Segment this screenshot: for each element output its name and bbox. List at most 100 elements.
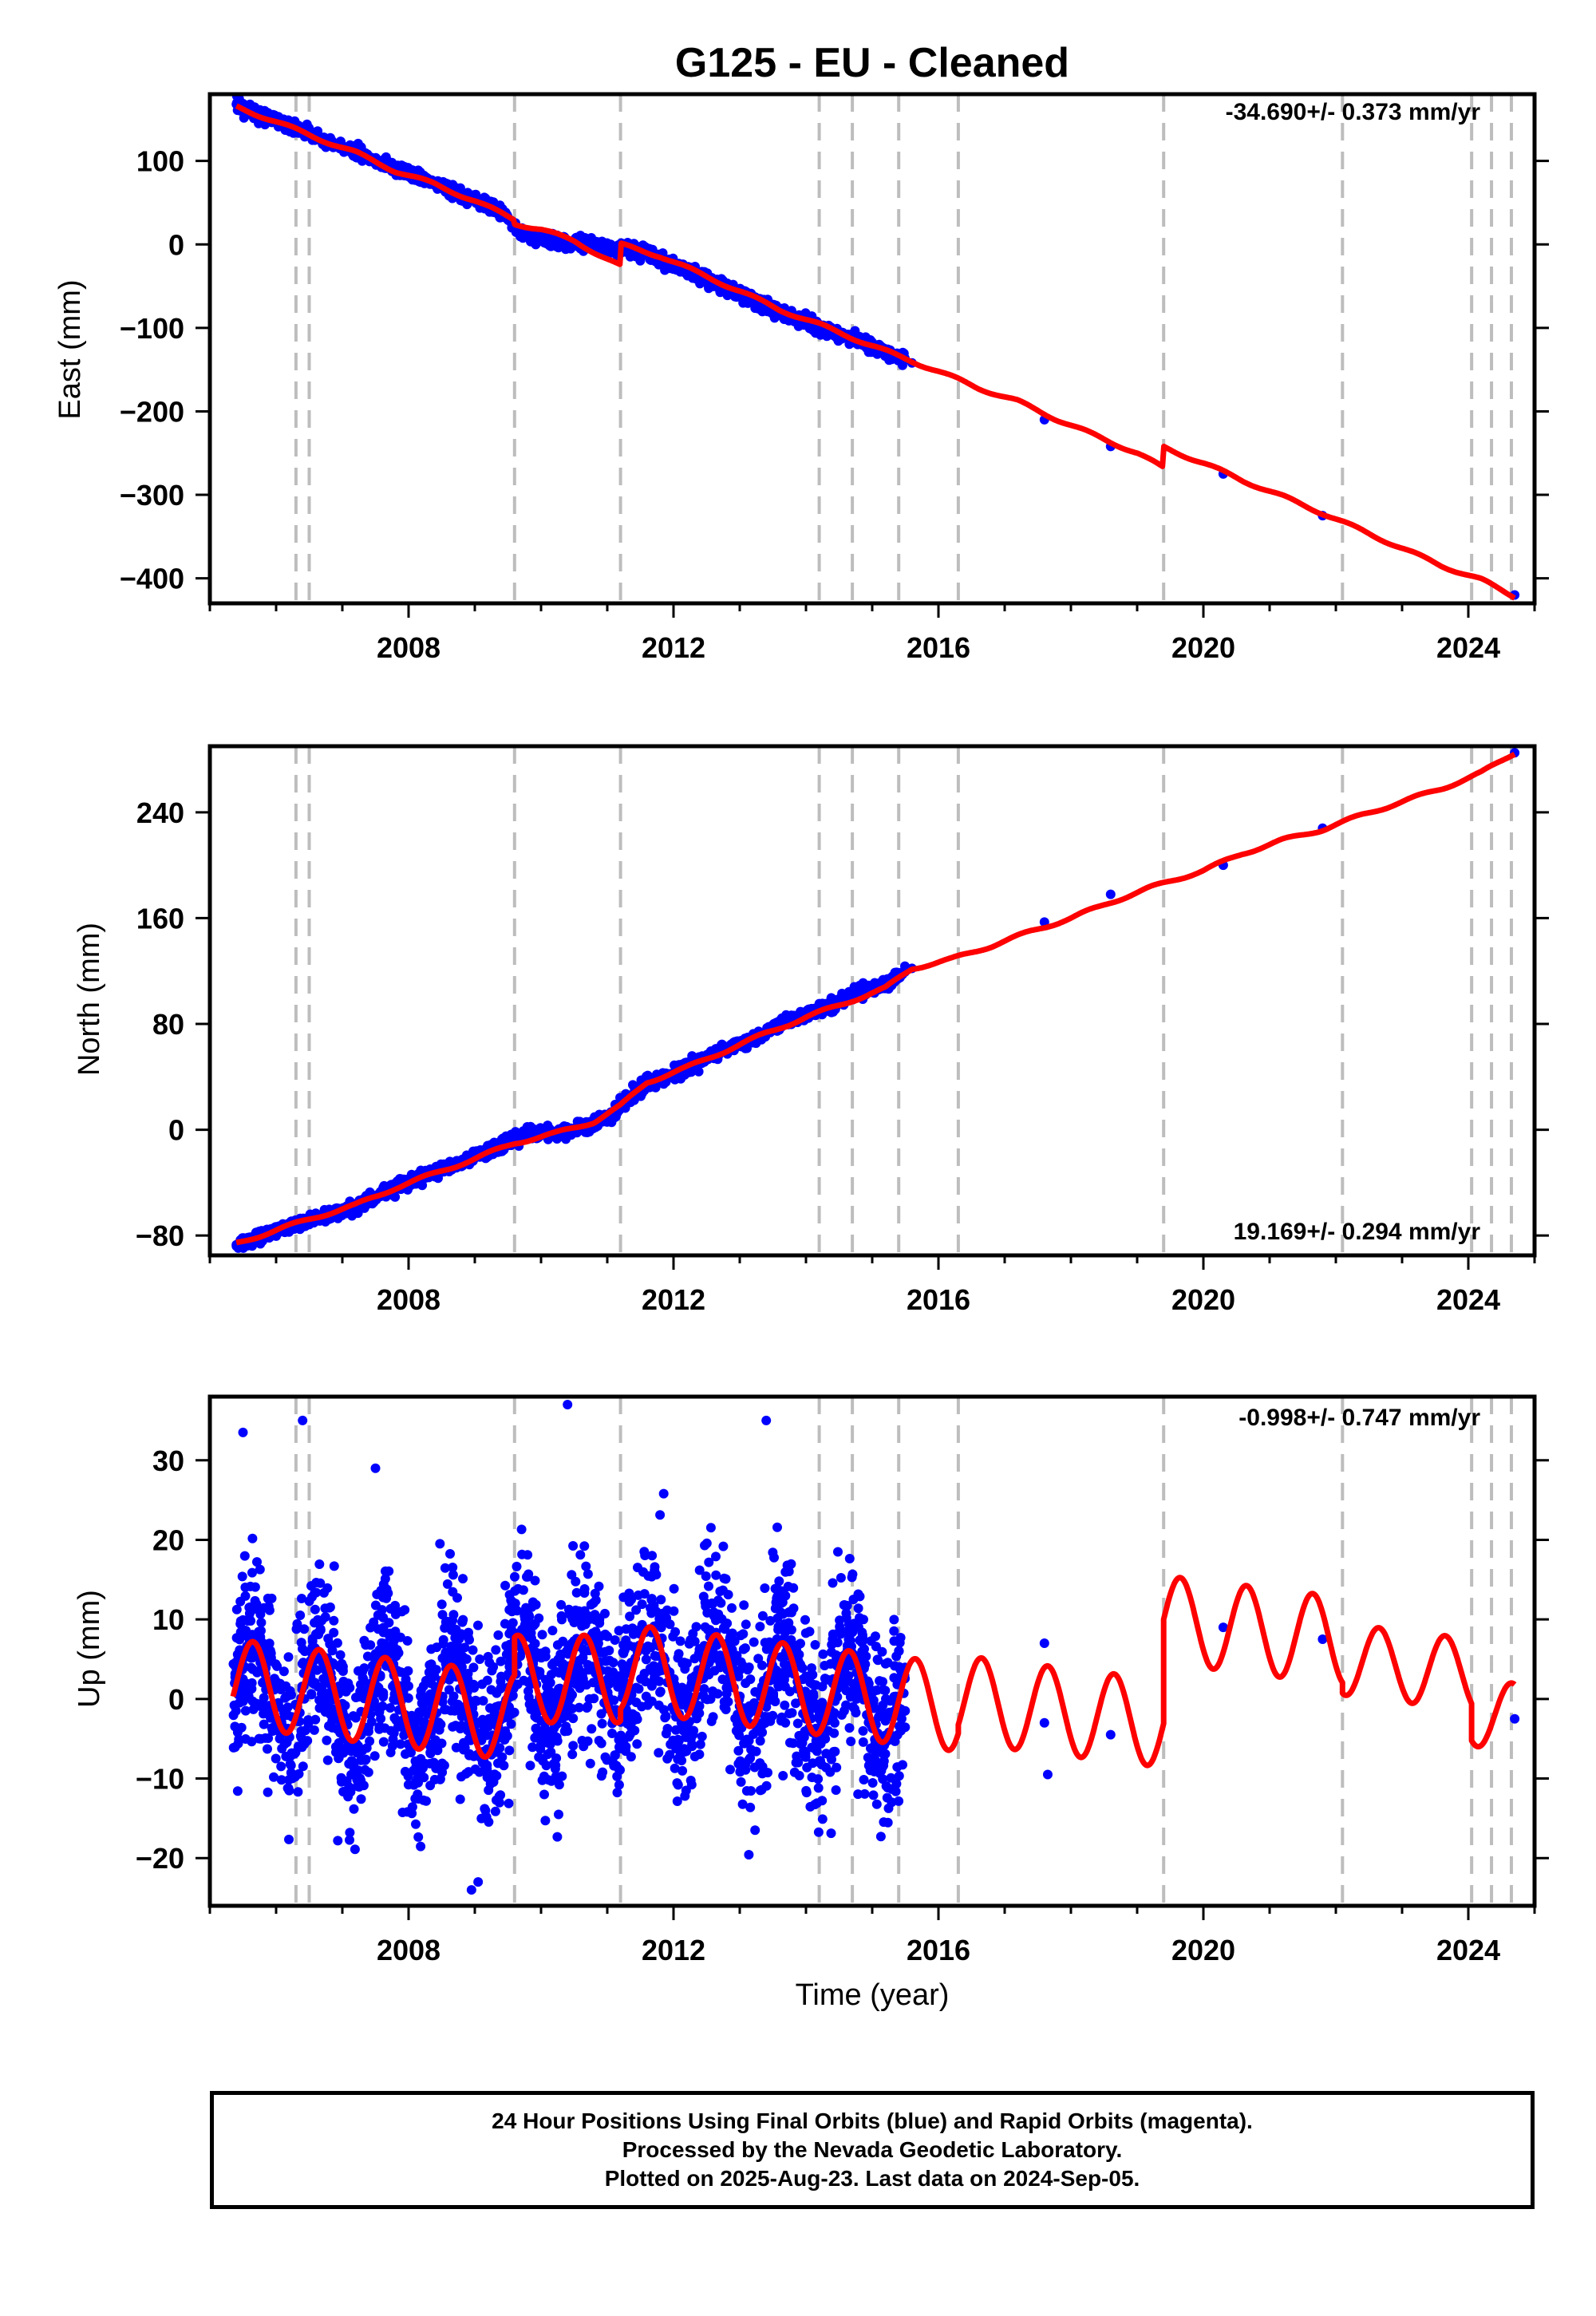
up-observation-point (611, 1761, 622, 1771)
up-observation-point (285, 1686, 295, 1696)
up-observation-point (802, 1762, 812, 1773)
up-observation-point (349, 1804, 359, 1814)
up-observation-point (579, 1588, 590, 1598)
up-observation-point (229, 1700, 239, 1710)
up-observation-point (817, 1814, 828, 1824)
up-observation-point (504, 1745, 515, 1756)
up-observation-point (672, 1796, 682, 1806)
up-observation-point (741, 1678, 751, 1689)
up-observation-point (487, 1666, 497, 1676)
up-observation-point (836, 1573, 846, 1583)
up-observation-point (725, 1765, 735, 1775)
up-observation-point (556, 1599, 567, 1610)
north-observation-point (523, 1127, 533, 1137)
up-observation-point (698, 1690, 709, 1700)
up-observation-point (739, 1600, 749, 1611)
north-observation-point (501, 1131, 512, 1141)
up-observation-point (359, 1663, 369, 1674)
up-observation-point (325, 1639, 335, 1649)
up-observation-point (632, 1739, 642, 1749)
up-observation-point (475, 1654, 485, 1664)
up-observation-point (563, 1726, 573, 1736)
up-observation-point (640, 1551, 650, 1560)
up-observation-point (778, 1771, 788, 1780)
north-plot-area (231, 746, 1520, 1255)
up-observation-point (597, 1718, 607, 1729)
up-observation-point (350, 1844, 360, 1855)
up-observation-point (500, 1735, 510, 1745)
up-observation-point (736, 1777, 746, 1787)
up-observation-point (776, 1712, 787, 1722)
up-observation-point (306, 1690, 317, 1700)
up-observation-point (745, 1753, 756, 1763)
up-observation-point (490, 1806, 500, 1816)
north-observation-point (1105, 889, 1116, 899)
up-observation-point (381, 1584, 392, 1595)
up-observation-point (297, 1594, 306, 1603)
up-observation-point (596, 1771, 606, 1781)
up-observation-point (235, 1616, 246, 1626)
up-observation-point (654, 1748, 664, 1758)
up-observation-point (551, 1753, 562, 1764)
up-observation-point (579, 1541, 590, 1551)
up-observation-point (710, 1653, 721, 1663)
up-observation-point (631, 1605, 642, 1615)
up-observation-point (721, 1574, 731, 1584)
up-observation-point (816, 1705, 827, 1716)
up-observation-point (510, 1586, 520, 1596)
up-observation-point (883, 1783, 893, 1792)
up-observation-point (228, 1659, 239, 1669)
up-observation-point (760, 1638, 770, 1648)
up-observation-point (458, 1574, 468, 1584)
up-observation-point (792, 1718, 803, 1729)
up-observation-point (378, 1737, 389, 1747)
up-observation-point (614, 1780, 624, 1790)
up-observation-point (733, 1745, 744, 1756)
up-observation-point (539, 1789, 549, 1800)
up-observation-point (524, 1699, 535, 1709)
up-observation-point (568, 1741, 579, 1751)
up-observation-point (537, 1630, 547, 1640)
east-rate-label: -34.690+/- 0.373 mm/yr (1226, 99, 1481, 125)
up-observation-point (546, 1747, 556, 1757)
up-observation-point (670, 1763, 680, 1773)
up-observation-point (335, 1650, 346, 1660)
up-observation-point (552, 1832, 563, 1842)
up-observation-point (829, 1728, 839, 1738)
up-observation-point (846, 1737, 856, 1746)
up-observation-point (853, 1589, 863, 1599)
up-observation-point (516, 1524, 527, 1535)
east-observation-point (516, 229, 527, 239)
up-observation-point (889, 1626, 899, 1636)
up-panel: 2008 2012 2016 2020 20243020100−10−20-0.998+… (73, 1394, 1549, 2012)
up-observation-point (639, 1669, 650, 1678)
up-observation-point (895, 1633, 906, 1642)
east-observation-point (254, 118, 264, 128)
up-observation-point (828, 1578, 838, 1588)
up-observation-point (831, 1785, 841, 1795)
up-observation-point (612, 1788, 622, 1798)
up-observation-point (512, 1561, 522, 1571)
up-observation-point (859, 1788, 870, 1799)
up-observation-point (760, 1583, 770, 1593)
up-observation-point (457, 1617, 467, 1627)
up-observation-point (284, 1834, 294, 1844)
up-observation-point (849, 1618, 859, 1629)
up-observation-point (847, 1572, 857, 1583)
up-observation-point (833, 1547, 843, 1557)
up-observation-point (717, 1674, 728, 1685)
up-observation-point (455, 1794, 465, 1804)
up-observation-point (568, 1713, 579, 1724)
up-plot-area (228, 1397, 1520, 1906)
up-observation-point (792, 1643, 802, 1654)
up-observation-point (705, 1523, 716, 1533)
up-observation-point (525, 1761, 535, 1771)
up-observation-point (291, 1624, 302, 1634)
east-model-line (235, 103, 1516, 601)
north-y-tick-label: 0 (168, 1114, 184, 1147)
figure-title: G125 - EU - Cleaned (675, 40, 1069, 86)
east-y-tick-label: 100 (136, 145, 184, 178)
east-x-tick-label: 2020 (1171, 631, 1235, 664)
east-x-tick-label: 2008 (377, 631, 440, 664)
up-observation-point (673, 1754, 683, 1765)
